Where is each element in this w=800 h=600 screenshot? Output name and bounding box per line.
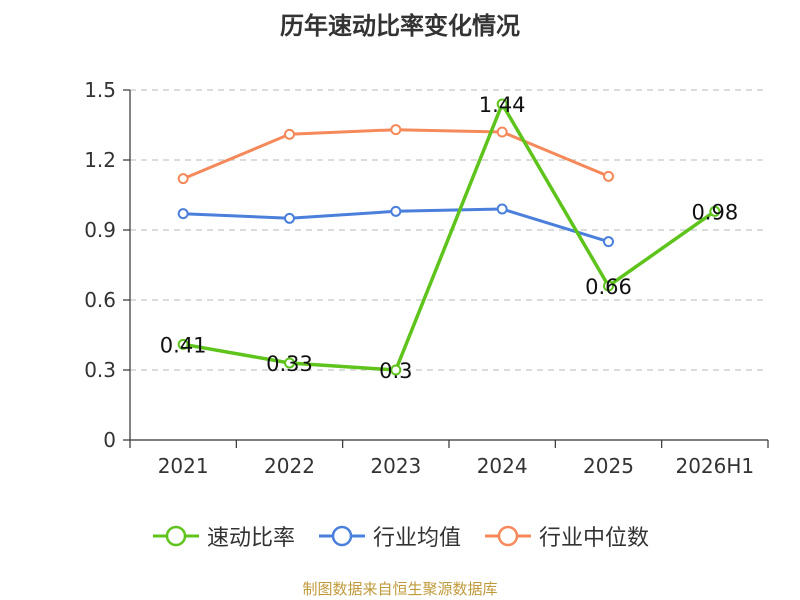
- data-point: [603, 170, 614, 182]
- data-label: 0.33: [266, 352, 313, 376]
- data-point: [603, 236, 614, 248]
- data-point: [177, 173, 189, 185]
- data-point: [390, 205, 402, 217]
- y-tick-label: 0: [103, 428, 116, 452]
- y-tick-label: 0.9: [84, 218, 116, 242]
- data-point: [284, 212, 295, 224]
- chart-title: 历年速动比率变化情况: [280, 12, 520, 40]
- x-tick-label: 2024: [477, 454, 528, 478]
- data-label: 1.44: [479, 93, 526, 117]
- legend-item[interactable]: 行业中位数: [483, 520, 649, 552]
- data-label: 0.3: [379, 359, 412, 383]
- axes: 0 0.3 0.6 0.9 1.2 1.5 2021 2022 2023 2024 2025 2026…: [84, 78, 769, 478]
- legend-line-marker-icon: [485, 525, 531, 547]
- data-point: [284, 357, 295, 369]
- data-point: [496, 98, 508, 110]
- data-point: [177, 338, 189, 350]
- legend-swatch-circle: [165, 525, 187, 547]
- y-tick-label: 1.2: [84, 148, 116, 172]
- data-point: [603, 280, 614, 292]
- data-label: 0.98: [691, 200, 738, 224]
- legend-label: 速动比率: [206, 526, 295, 551]
- x-tick-label: 2022: [264, 454, 315, 478]
- data-point: [284, 128, 295, 140]
- y-tick-label: 1.5: [84, 78, 116, 102]
- series-lines: [177, 98, 721, 376]
- series-line: [182, 102, 716, 372]
- data-labels: 0.41 0.33 0.3 1.44 0.66 0.98: [160, 93, 738, 383]
- data-point: [390, 124, 402, 136]
- data-point: [709, 205, 721, 217]
- data-label: 0.41: [160, 333, 207, 357]
- legend-label: 行业均值: [372, 526, 461, 551]
- series-line: [182, 128, 610, 181]
- legend-line-marker-icon: [152, 525, 199, 547]
- legend: 速动比率 行业均值 行业中位数: [0, 520, 800, 552]
- data-point: [496, 126, 508, 138]
- legend-item[interactable]: 行业均值: [317, 520, 461, 552]
- grid-lines: [130, 89, 768, 371]
- y-tick-label: 0.6: [84, 288, 116, 312]
- y-tick-label: 0.3: [84, 358, 116, 382]
- x-tick-label: 2023: [370, 454, 421, 478]
- data-point: [390, 364, 402, 376]
- x-tick-label: 2025: [583, 454, 634, 478]
- source-note: 制图数据来自恒生聚源数据库: [302, 580, 498, 598]
- x-tick-label: 2026H1: [675, 454, 754, 478]
- data-point: [177, 208, 189, 220]
- data-label: 0.66: [585, 275, 632, 299]
- legend-item[interactable]: 速动比率: [151, 520, 295, 552]
- legend-line-marker-icon: [318, 525, 365, 547]
- x-tick-label: 2021: [158, 454, 209, 478]
- legend-swatch-circle: [497, 525, 519, 547]
- legend-label: 行业中位数: [539, 526, 650, 551]
- legend-swatch-circle: [331, 525, 353, 547]
- data-point: [496, 203, 508, 215]
